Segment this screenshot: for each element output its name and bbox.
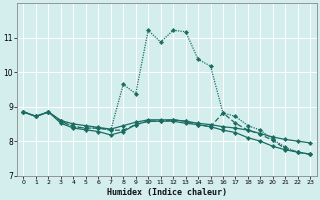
X-axis label: Humidex (Indice chaleur): Humidex (Indice chaleur) (107, 188, 227, 197)
